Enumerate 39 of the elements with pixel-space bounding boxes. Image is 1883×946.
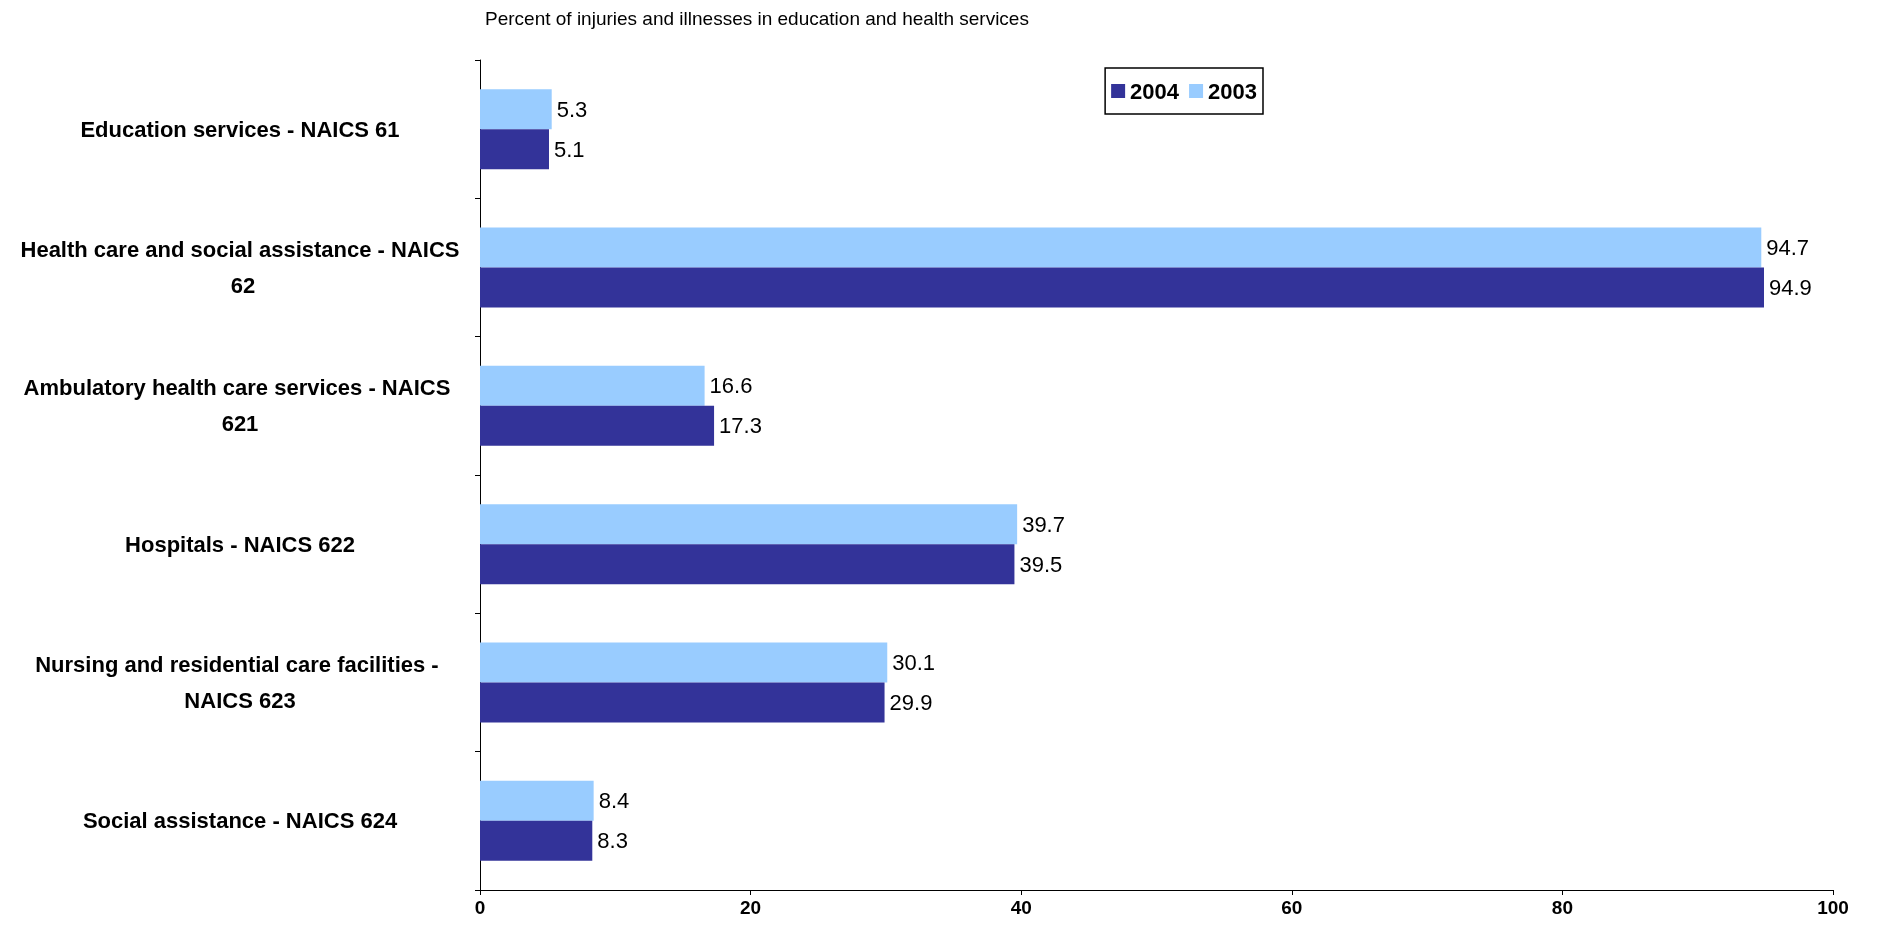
data-label: 8.3 — [597, 828, 628, 854]
bar — [480, 405, 715, 446]
bar — [480, 544, 1015, 585]
data-label: 5.3 — [556, 96, 588, 122]
bar — [480, 780, 594, 821]
y-tick-label: Health care and social assistance - NAICS 62 — [20, 237, 460, 298]
x-tick-label: 100 — [1817, 897, 1849, 918]
chart-title: Percent of injuries and illnesses in education and health services — [485, 8, 1029, 29]
data-label: 94.7 — [1766, 235, 1810, 260]
data-label: 39.5 — [1019, 551, 1063, 577]
y-tick-label: Ambulatory health care services - NAICS 621 — [23, 375, 457, 437]
y-tick-label: Nursing and residential care facilities - NAICS 623 — [35, 652, 445, 713]
x-tick-label: 0 — [474, 897, 486, 918]
data-label: 5.1 — [554, 136, 585, 162]
bar — [480, 267, 1764, 308]
data-label: 39.7 — [1022, 511, 1065, 537]
bar — [480, 129, 549, 170]
x-tick-label: 80 — [1551, 897, 1573, 918]
data-label: 30.1 — [892, 650, 936, 675]
x-tick-label: 60 — [1281, 897, 1303, 918]
bar — [480, 642, 888, 683]
bar — [480, 89, 552, 130]
data-label: 8.4 — [598, 788, 630, 814]
bar — [480, 682, 885, 723]
data-label: 94.9 — [1769, 275, 1812, 300]
data-label: 17.3 — [719, 413, 762, 439]
x-tick-label: 20 — [740, 897, 762, 918]
legend-label: 2004 — [1130, 78, 1180, 104]
bar — [480, 365, 705, 406]
y-tick-label: Social assistance - NAICS 624 — [82, 808, 398, 834]
bar — [480, 504, 1018, 545]
legend-label: 2003 — [1208, 78, 1258, 104]
y-tick-label: Hospitals - NAICS 622 — [125, 531, 355, 557]
x-tick-label: 40 — [1010, 897, 1032, 918]
data-label: 29.9 — [889, 690, 933, 715]
data-label: 16.6 — [709, 373, 753, 399]
y-tick-label: Education services - NAICS 61 — [80, 116, 400, 142]
bar — [480, 227, 1762, 268]
bar — [480, 820, 593, 861]
